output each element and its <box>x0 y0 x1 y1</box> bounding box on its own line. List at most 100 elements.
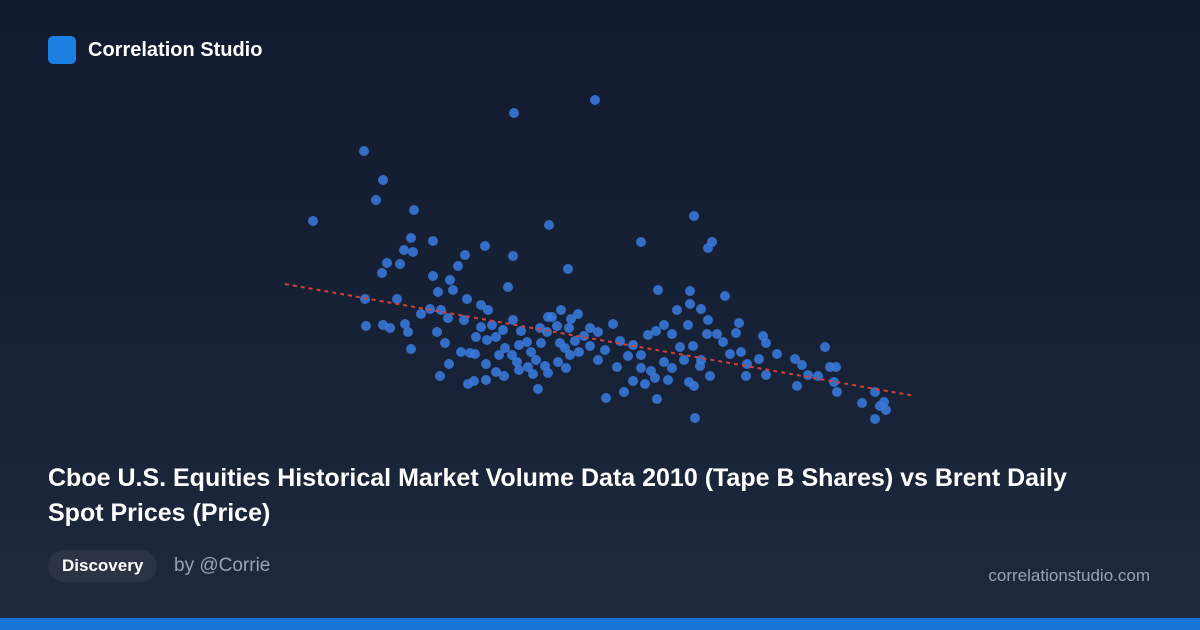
point <box>435 371 445 381</box>
point <box>636 350 646 360</box>
point <box>829 377 839 387</box>
point <box>879 397 889 407</box>
point <box>703 243 713 253</box>
point <box>797 360 807 370</box>
point <box>508 315 518 325</box>
point <box>482 335 492 345</box>
point <box>395 259 405 269</box>
point <box>685 299 695 309</box>
point <box>636 363 646 373</box>
point <box>702 329 712 339</box>
point <box>761 338 771 348</box>
point <box>399 245 409 255</box>
point <box>832 387 842 397</box>
point <box>718 337 728 347</box>
point <box>579 331 589 341</box>
point <box>528 369 538 379</box>
point <box>392 294 402 304</box>
point <box>608 319 618 329</box>
point <box>690 413 700 423</box>
point <box>433 287 443 297</box>
point <box>460 250 470 260</box>
point <box>487 320 497 330</box>
point <box>672 305 682 315</box>
point <box>540 361 550 371</box>
point <box>308 216 318 226</box>
logo <box>48 36 76 64</box>
point <box>653 285 663 295</box>
point <box>453 261 463 271</box>
point <box>459 315 469 325</box>
point <box>408 247 418 257</box>
point <box>585 341 595 351</box>
point <box>615 336 625 346</box>
point <box>623 351 633 361</box>
point <box>385 323 395 333</box>
point <box>448 285 458 295</box>
point <box>612 362 622 372</box>
point <box>500 343 510 353</box>
point <box>652 394 662 404</box>
point <box>536 338 546 348</box>
point <box>741 371 751 381</box>
point <box>444 359 454 369</box>
point <box>754 354 764 364</box>
point <box>445 275 455 285</box>
point <box>552 321 562 331</box>
point <box>570 336 580 346</box>
point <box>469 376 479 386</box>
point <box>428 236 438 246</box>
trend-line <box>284 283 916 397</box>
point <box>659 320 669 330</box>
point <box>443 313 453 323</box>
category-tag[interactable]: Discovery <box>48 550 158 582</box>
point <box>619 387 629 397</box>
point <box>659 357 669 367</box>
point <box>507 350 517 360</box>
point <box>590 95 600 105</box>
point <box>585 323 595 333</box>
point <box>870 414 880 424</box>
point <box>563 264 573 274</box>
point <box>491 367 501 377</box>
point <box>667 329 677 339</box>
point <box>689 211 699 221</box>
point <box>725 349 735 359</box>
point <box>522 337 532 347</box>
point <box>526 347 536 357</box>
point <box>689 381 699 391</box>
point <box>494 350 504 360</box>
site-url[interactable]: correlationstudio.com <box>988 566 1150 585</box>
point <box>406 344 416 354</box>
point <box>695 361 705 371</box>
point <box>688 341 698 351</box>
point <box>465 348 475 358</box>
point <box>476 300 486 310</box>
point <box>476 322 486 332</box>
author[interactable]: by @Corrie <box>174 555 271 576</box>
point <box>436 305 446 315</box>
point <box>359 146 369 156</box>
point <box>535 323 545 333</box>
point <box>556 305 566 315</box>
point <box>675 342 685 352</box>
point <box>509 108 519 118</box>
point <box>553 357 563 367</box>
point <box>731 328 741 338</box>
point <box>679 355 689 365</box>
point <box>685 286 695 296</box>
point <box>512 357 522 367</box>
point <box>555 338 565 348</box>
point <box>508 251 518 261</box>
point <box>683 320 693 330</box>
point <box>400 319 410 329</box>
point <box>720 291 730 301</box>
point <box>406 233 416 243</box>
point <box>881 405 891 415</box>
point <box>403 327 413 337</box>
point <box>628 376 638 386</box>
point <box>574 347 584 357</box>
point <box>409 205 419 215</box>
point <box>491 332 501 342</box>
